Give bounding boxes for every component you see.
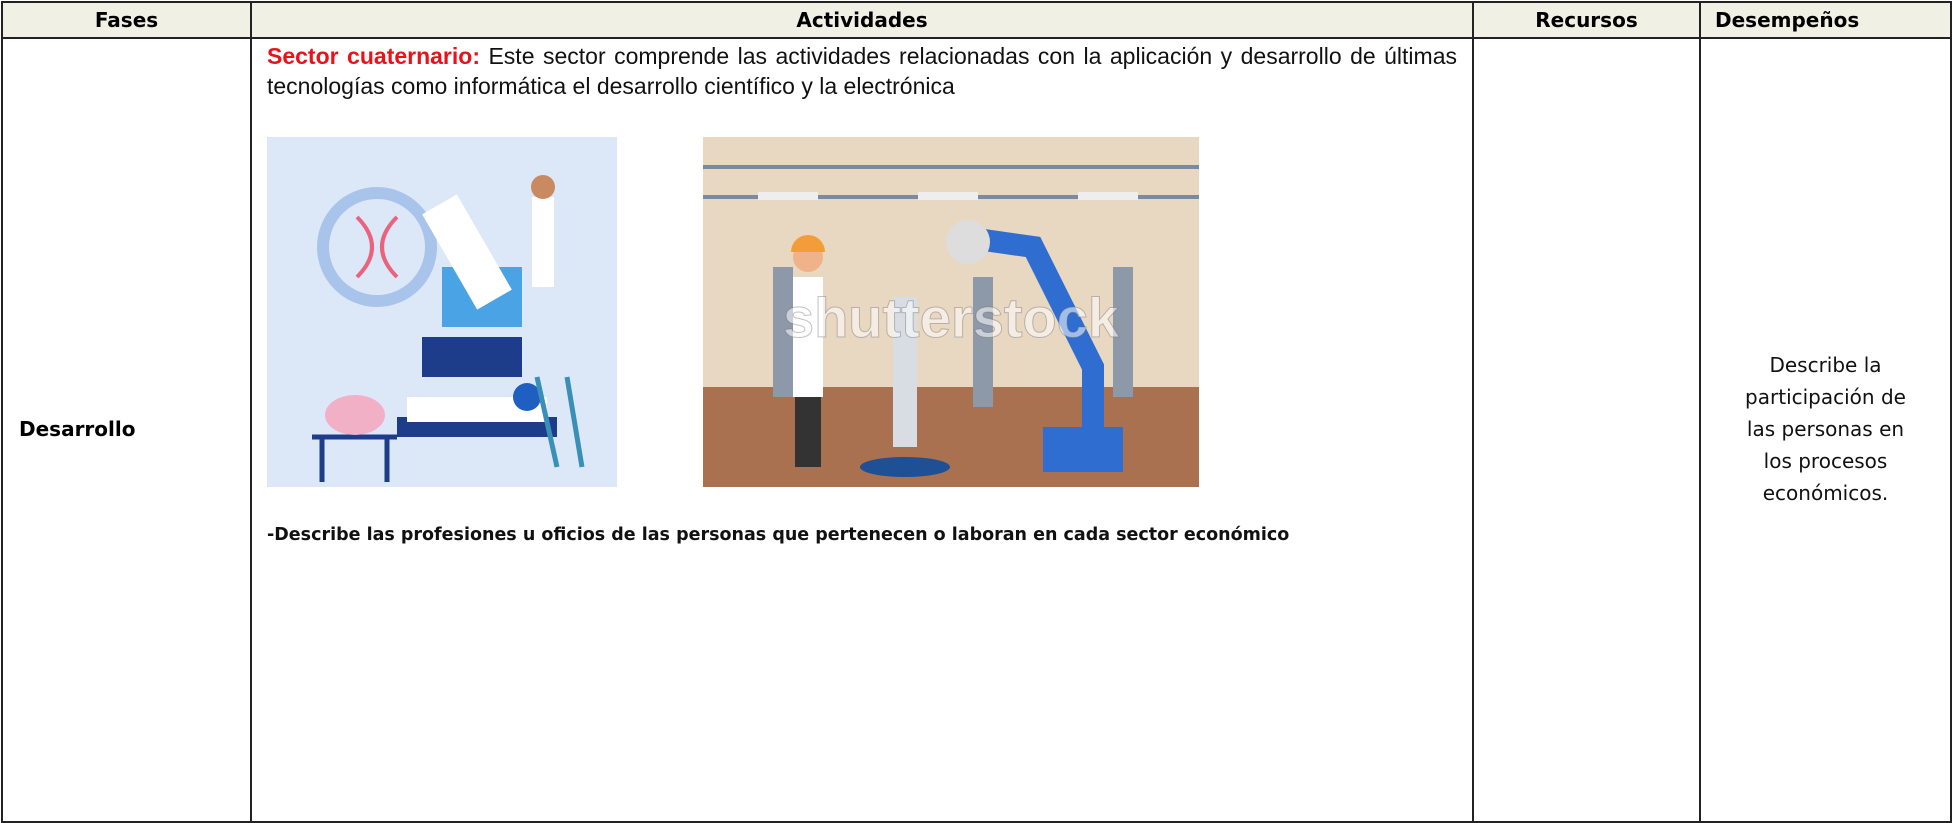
header-text: Desempeños (1715, 8, 1860, 32)
header-cell: Fases (1, 1, 252, 39)
header-cell: Recursos (1472, 1, 1701, 39)
header-text: Recursos (1535, 8, 1638, 32)
desempeno-cell: Describe la participación de las persona… (1699, 37, 1952, 823)
sector-text: Este sector comprende las actividades re… (267, 43, 1457, 99)
science-illustration (267, 137, 617, 487)
header-cell: Actividades (250, 1, 1474, 39)
desempeno-text: Describe la participación de las persona… (1745, 353, 1906, 505)
actividades-cell: Sector cuaternario: Este sector comprend… (250, 37, 1474, 823)
fase-cell: Desarrollo (1, 37, 252, 823)
paragraph: Sector cuaternario: Este sector comprend… (267, 41, 1457, 101)
robotics-illustration: shutterstock (703, 137, 1199, 487)
fase-text: Desarrollo (19, 417, 136, 441)
watermark: shutterstock (783, 286, 1120, 349)
instruction: -Describe las profesiones u oficios de l… (267, 525, 1290, 545)
sector-title: Sector cuaternario: (267, 43, 480, 69)
header-text: Actividades (796, 8, 928, 32)
header-cell: Desempeños (1699, 1, 1952, 39)
header-text: Fases (94, 8, 159, 32)
recursos-cell (1472, 37, 1701, 823)
